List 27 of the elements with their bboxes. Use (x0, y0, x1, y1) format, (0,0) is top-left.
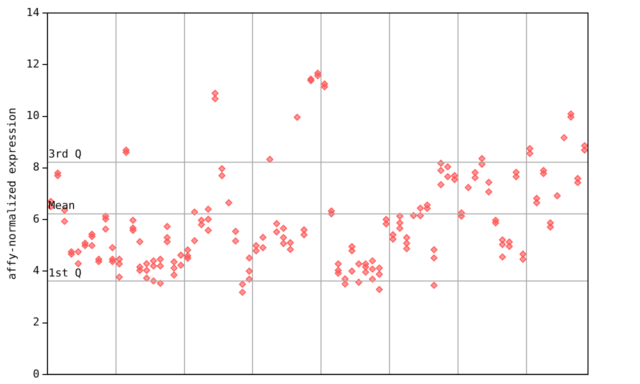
ref-line-label: 1st Q (48, 266, 82, 280)
point (498, 253, 506, 260)
y-tick-label: 10 (26, 109, 40, 122)
point (280, 240, 288, 248)
y-tick-label: 2 (32, 316, 40, 329)
point (396, 224, 404, 232)
point (430, 282, 438, 289)
point (88, 242, 96, 250)
point (116, 274, 123, 281)
y-axis-title: affy-normalized expression (5, 108, 18, 280)
y-tick-label: 6 (32, 212, 40, 226)
point (437, 181, 444, 188)
point (362, 268, 370, 276)
point (170, 272, 178, 279)
point (348, 268, 356, 275)
point (156, 280, 164, 287)
y-tick-label: 4 (32, 264, 40, 277)
point (204, 226, 212, 234)
y-tick-label: 8 (32, 160, 40, 174)
point (403, 245, 410, 252)
y-tick-label: 14 (26, 6, 40, 19)
point (143, 274, 150, 282)
point (102, 226, 110, 233)
y-tick-label: 12 (26, 57, 40, 70)
point (376, 286, 383, 293)
y-tick-label: 0 (32, 367, 40, 380)
ref-line-label: 3rd Q (48, 148, 82, 161)
